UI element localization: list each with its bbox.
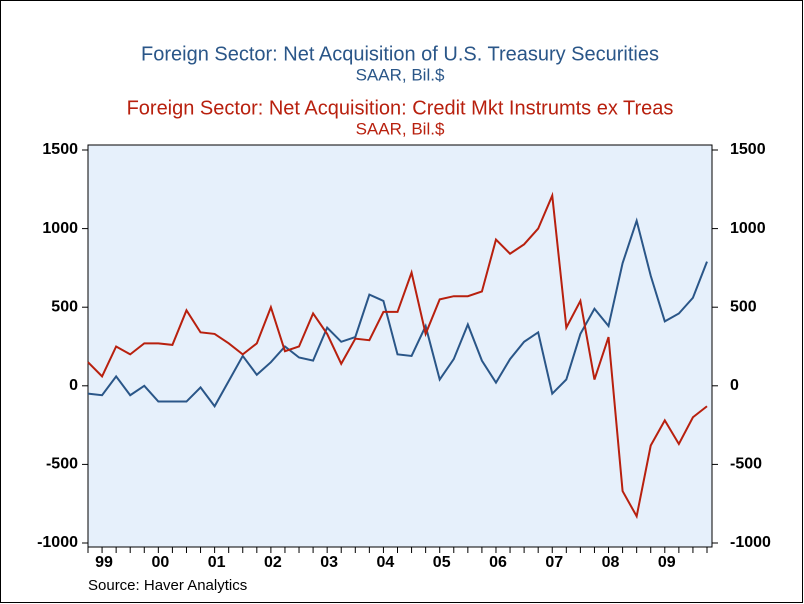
y-tick-label: -500 <box>46 456 78 473</box>
series-line <box>87 191 708 520</box>
x-tick-label: 04 <box>377 554 395 571</box>
series-units: SAAR, Bil.$ <box>356 119 445 138</box>
y-tick-label: 500 <box>51 298 78 315</box>
series-title: Foreign Sector: Net Acquisition of U.S. … <box>141 43 659 65</box>
y2-tick-label: -500 <box>730 456 762 473</box>
y-tick-label: 1500 <box>42 141 78 158</box>
series-units: SAAR, Bil.$ <box>356 65 445 84</box>
y-tick-label: 0 <box>69 377 78 394</box>
y2-tick-label: 500 <box>730 298 757 315</box>
x-tick-label: 06 <box>489 554 507 571</box>
x-tick-label: 99 <box>95 554 113 571</box>
y2-tick-label: 1000 <box>730 220 766 237</box>
y2-tick-label: 1500 <box>730 141 766 158</box>
x-tick-label: 09 <box>658 554 676 571</box>
x-tick-label: 07 <box>545 554 563 571</box>
y-tick-label: 1000 <box>42 220 78 237</box>
x-tick-label: 08 <box>602 554 620 571</box>
x-tick-label: 01 <box>208 554 226 571</box>
x-tick-label: 02 <box>264 554 282 571</box>
y2-tick-label: 0 <box>730 377 739 394</box>
y-tick-label: -1000 <box>37 534 78 551</box>
plot-area <box>87 144 713 548</box>
x-tick-label: 03 <box>320 554 338 571</box>
series-line <box>87 217 708 409</box>
x-tick-label: 05 <box>433 554 451 571</box>
series-title: Foreign Sector: Net Acquisition: Credit … <box>127 97 674 119</box>
y2-tick-label: -1000 <box>730 534 771 551</box>
x-tick-label: 00 <box>151 554 169 571</box>
source: Source: Haver Analytics <box>88 577 247 594</box>
